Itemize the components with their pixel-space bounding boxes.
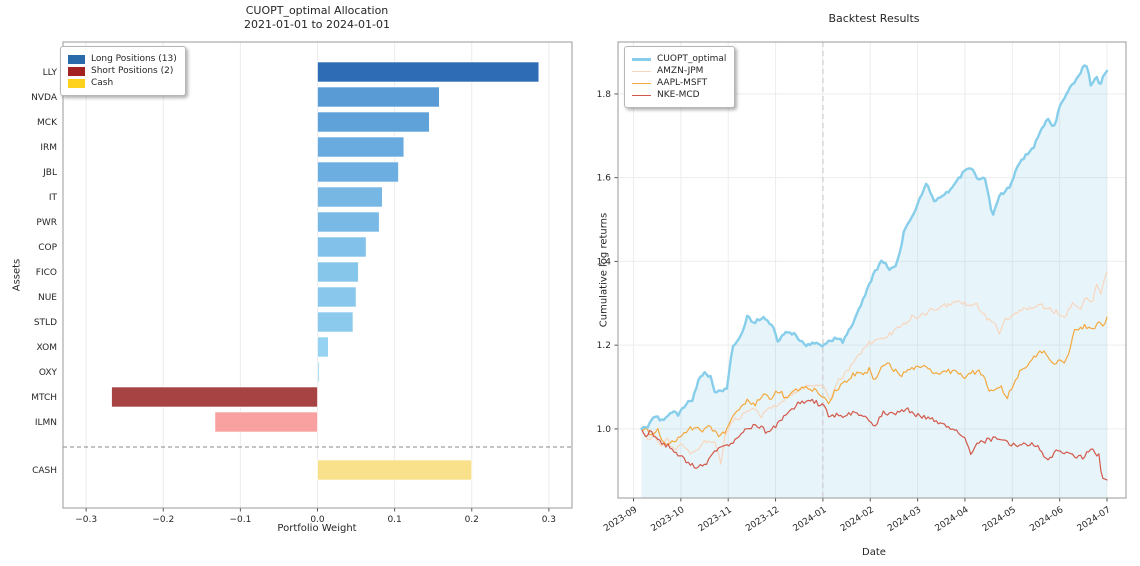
left-chart-title-line1: CUOPT_optimal Allocation bbox=[245, 4, 389, 17]
right-legend-item: NKE-MCD bbox=[632, 90, 726, 100]
bar-XOM bbox=[317, 336, 329, 358]
asset-label-ILMN: ILMN bbox=[35, 418, 57, 428]
bar-FICO bbox=[317, 261, 359, 283]
asset-label-CASH: CASH bbox=[32, 466, 57, 476]
asset-label-FICO: FICO bbox=[36, 268, 57, 278]
bar-NVDA bbox=[317, 86, 440, 108]
asset-label-IT: IT bbox=[49, 193, 58, 203]
asset-label-PWR: PWR bbox=[36, 218, 57, 228]
legend-line-swatch-icon bbox=[632, 82, 651, 84]
right-x-tick-label: 2024-04 bbox=[934, 505, 971, 534]
bar-CASH bbox=[317, 459, 473, 481]
left-legend: Long Positions (13) Short Positions (2) Ca… bbox=[60, 46, 186, 96]
bar-NUE bbox=[317, 286, 357, 308]
legend-swatch-icon bbox=[68, 78, 85, 88]
legend-label: Cash bbox=[91, 78, 114, 88]
right-x-tick-label: 2024-01 bbox=[792, 505, 829, 534]
line-NKE-MCD bbox=[640, 398, 1108, 481]
left-x-tick-label: 0.2 bbox=[465, 515, 479, 525]
right-x-tick-label: 2024-06 bbox=[1028, 505, 1065, 534]
left-xlabel: Portfolio Weight bbox=[277, 523, 357, 534]
bar-COP bbox=[317, 236, 367, 258]
asset-label-LLY: LLY bbox=[43, 68, 58, 78]
left-x-tick-label: −0.2 bbox=[152, 515, 174, 525]
right-x-tick-label: 2024-05 bbox=[981, 505, 1018, 534]
area-fill-CUOPT_optimal bbox=[641, 65, 1107, 499]
left-x-tick-label: 0.3 bbox=[542, 515, 556, 525]
asset-label-COP: COP bbox=[38, 243, 57, 253]
right-axes-frame bbox=[617, 41, 1127, 499]
legend-label: Short Positions (2) bbox=[91, 66, 174, 76]
left-chart-title: CUOPT_optimal Allocation 2021-01-01 to 2… bbox=[244, 4, 390, 32]
bar-IT bbox=[317, 186, 383, 208]
line-AMZN-JPM bbox=[640, 271, 1108, 465]
right-legend-item: AMZN-JPM bbox=[632, 66, 726, 76]
asset-label-XOM: XOM bbox=[37, 343, 57, 353]
bar-PWR bbox=[317, 211, 380, 233]
bar-JBL bbox=[317, 161, 399, 183]
legend-label: NKE-MCD bbox=[657, 90, 700, 100]
right-x-tick-label: 2023-11 bbox=[697, 505, 734, 534]
right-ylabel: Cumulative log returns bbox=[598, 212, 610, 328]
left-axes-frame bbox=[62, 41, 573, 509]
line-AAPL-MSFT bbox=[640, 316, 1108, 445]
right-y-tick-label: 1.8 bbox=[597, 90, 612, 100]
bar-MCK bbox=[317, 111, 430, 133]
left-legend-item: Cash bbox=[68, 78, 177, 88]
left-x-tick-label: 0.0 bbox=[310, 515, 325, 525]
right-x-tick-label: 2023-12 bbox=[744, 505, 781, 534]
asset-label-NUE: NUE bbox=[38, 293, 57, 303]
right-xlabel: Date bbox=[862, 547, 886, 558]
bar-MTCH bbox=[111, 386, 318, 408]
asset-label-NVDA: NVDA bbox=[31, 93, 58, 103]
legend-label: Long Positions (13) bbox=[91, 54, 177, 64]
right-chart-title: Backtest Results bbox=[828, 12, 920, 25]
left-x-tick-label: 0.1 bbox=[387, 515, 401, 525]
bar-STLD bbox=[317, 311, 354, 333]
bar-IRM bbox=[317, 136, 405, 158]
legend-line-swatch-icon bbox=[632, 57, 651, 61]
bar-OXY bbox=[317, 361, 320, 383]
right-chart: 1.0 1.2 1.4 1.6 1.8 2023-09 2023-10 2023-11 2023… bbox=[597, 41, 1127, 534]
legend-label: AAPL-MSFT bbox=[657, 78, 708, 88]
right-legend-item: CUOPT_optimal bbox=[632, 54, 726, 64]
left-legend-item: Short Positions (2) bbox=[68, 66, 177, 76]
right-legend-item: AAPL-MSFT bbox=[632, 78, 726, 88]
legend-label: AMZN-JPM bbox=[657, 66, 704, 76]
bar-ILMN bbox=[214, 411, 318, 433]
right-x-tick-label: 2024-02 bbox=[839, 505, 876, 534]
right-legend: CUOPT_optimal AMZN-JPM AAPL-MSFT NKE-MCD bbox=[624, 46, 736, 108]
right-x-tick-label: 2023-10 bbox=[649, 505, 686, 534]
asset-label-IRM: IRM bbox=[40, 143, 57, 153]
legend-line-swatch-icon bbox=[632, 70, 651, 72]
asset-label-OXY: OXY bbox=[39, 368, 58, 378]
legend-swatch-icon bbox=[68, 54, 85, 64]
bar-LLY bbox=[317, 61, 540, 83]
line-CUOPT_optimal bbox=[640, 64, 1109, 431]
right-y-tick-label: 1.2 bbox=[597, 341, 611, 351]
right-y-tick-label: 1.4 bbox=[597, 257, 612, 267]
legend-line-swatch-icon bbox=[632, 94, 651, 96]
asset-label-JBL: JBL bbox=[42, 168, 57, 178]
right-y-tick-label: 1.6 bbox=[597, 174, 612, 184]
legend-label: CUOPT_optimal bbox=[657, 54, 727, 64]
right-x-tick-label: 2023-09 bbox=[602, 505, 639, 534]
right-y-tick-label: 1.0 bbox=[597, 425, 612, 435]
left-chart: LLY NVDA MCK IRM JBL IT PWR COP FICO NUE STLD XOM OX… bbox=[31, 41, 573, 525]
left-legend-item: Long Positions (13) bbox=[68, 54, 177, 64]
left-x-tick-label: −0.3 bbox=[75, 515, 97, 525]
asset-label-MCK: MCK bbox=[37, 118, 58, 128]
left-chart-title-line2: 2021-01-01 to 2024-01-01 bbox=[244, 18, 390, 31]
asset-label-STLD: STLD bbox=[34, 318, 57, 328]
right-x-tick-label: 2024-07 bbox=[1076, 505, 1113, 534]
right-x-tick-label: 2024-03 bbox=[886, 505, 923, 534]
asset-label-MTCH: MTCH bbox=[31, 393, 57, 403]
left-x-tick-label: −0.1 bbox=[229, 515, 251, 525]
left-ylabel: Assets bbox=[11, 258, 23, 292]
legend-swatch-icon bbox=[68, 66, 85, 76]
